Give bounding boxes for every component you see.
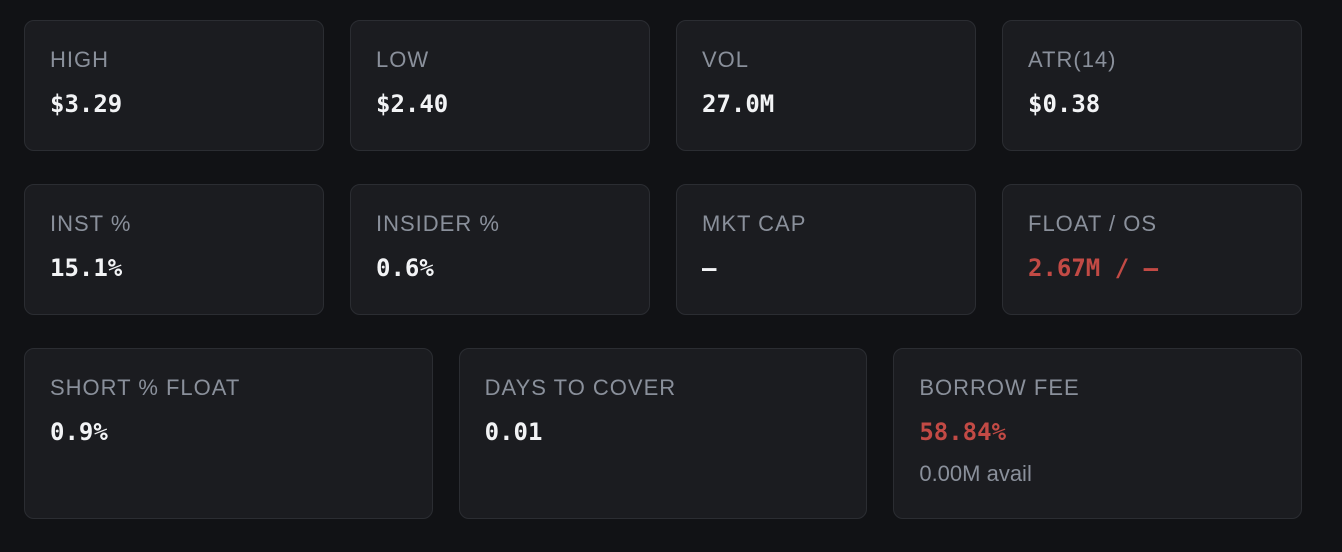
stat-label: SHORT % FLOAT [50,375,241,400]
stat-label: HIGH [50,47,109,72]
card-row: SHORT % FLOAT 0.9% DAYS TO COVER 0.01 BORROW… [24,348,1302,519]
stat-card: INSIDER % 0.6% [350,184,650,315]
stat-card: VOL 27.0M [676,20,976,151]
card-row: HIGH $3.29 LOW $2.40 VOL 27.0M ATR(14) $0.38 [24,20,1302,151]
stat-value: 0.01 [484,418,543,446]
page: HIGH $3.29 LOW $2.40 VOL 27.0M ATR(14) $0.38 INS… [24,20,1302,519]
stat-value: $3.29 [50,90,123,118]
stats-grid: HIGH $3.29 LOW $2.40 VOL 27.0M ATR(14) $0.38 INS… [24,20,1302,552]
stat-card: DAYS TO COVER 0.01 [458,348,868,519]
stat-card: HIGH $3.29 [24,20,324,151]
stat-label: INSIDER % [376,211,500,236]
stat-value: 58.84% [919,418,1007,446]
stat-card: SHORT % FLOAT 0.9% [24,348,433,519]
stat-card: LOW $2.40 [350,20,650,151]
stat-label: VOL [702,47,750,72]
stat-value: $2.40 [376,90,449,118]
card-row: INST % 15.1% INSIDER % 0.6% MKT CAP — FLOAT / … [24,184,1302,315]
stat-value: 2.67M / — [1028,254,1159,282]
stat-card: ATR(14) $0.38 [1002,20,1302,151]
stat-value: 27.0M [702,90,775,118]
stat-card: MKT CAP — [676,184,976,315]
stat-value: $0.38 [1028,90,1101,118]
stat-label: FLOAT / OS [1028,211,1157,236]
stat-value: — [702,254,717,282]
stat-subtext: 0.00M avail [919,461,1032,486]
stat-label: INST % [50,211,132,236]
stat-value: 15.1% [50,254,123,282]
stat-card: FLOAT / OS 2.67M / — [1002,184,1302,315]
stat-value: 0.6% [376,254,434,282]
stat-card: BORROW FEE 58.84% 0.00M avail [893,348,1302,519]
stat-label: MKT CAP [702,211,807,236]
stat-label: ATR(14) [1028,47,1117,72]
stat-value: 0.9% [50,418,108,446]
stat-label: DAYS TO COVER [484,375,677,400]
stat-label: BORROW FEE [919,375,1080,400]
stat-label: LOW [376,47,430,72]
stat-card: INST % 15.1% [24,184,324,315]
